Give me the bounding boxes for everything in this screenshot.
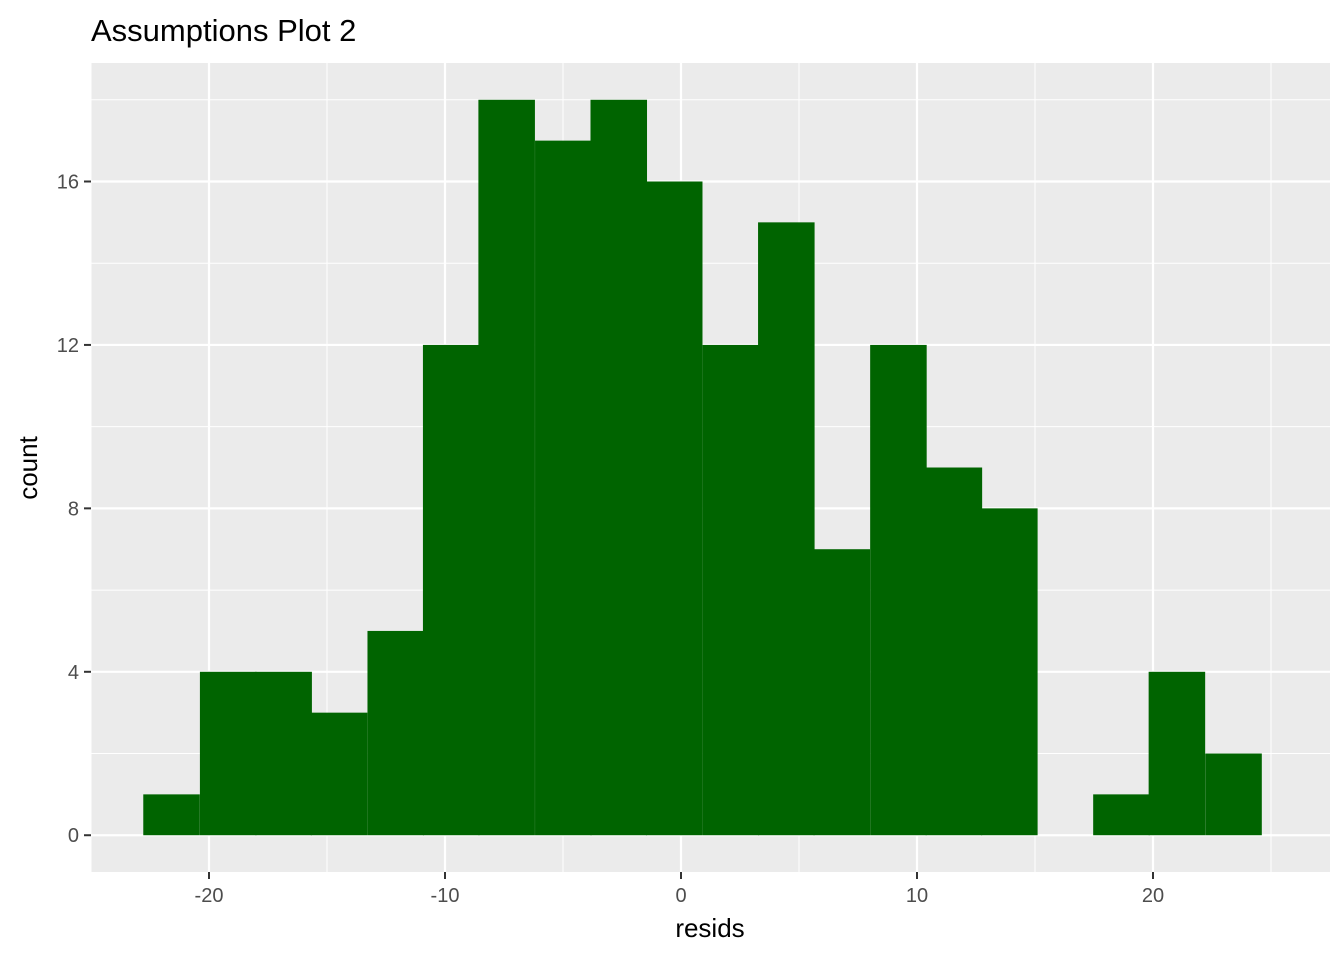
histogram-bar: [1148, 671, 1206, 836]
y-tick-label: 16: [57, 171, 79, 193]
y-tick-label: 8: [68, 498, 79, 520]
histogram-bar: [478, 99, 535, 836]
histogram-bar: [1093, 794, 1150, 836]
histogram-bar: [310, 712, 368, 836]
y-tick-label: 0: [68, 825, 79, 847]
histogram-bar: [981, 508, 1038, 836]
histogram-bar: [870, 344, 927, 836]
y-axis-title: count: [13, 435, 43, 499]
histogram-bar: [255, 671, 312, 836]
y-tick-label: 12: [57, 335, 79, 357]
histogram-bar: [813, 549, 871, 836]
histogram-bar: [645, 181, 703, 836]
histogram-bar: [1205, 753, 1262, 836]
histogram-bar: [422, 344, 480, 836]
histogram-bar: [535, 140, 592, 836]
histogram-bar: [702, 344, 760, 836]
histogram-bar: [925, 467, 983, 836]
x-tick-label: 10: [906, 885, 928, 907]
histogram-bar: [758, 222, 815, 836]
histogram-bar: [590, 99, 648, 836]
histogram-bar: [199, 671, 257, 836]
y-axis: 0 4 8 12 16: [57, 171, 91, 847]
x-tick-label: 0: [675, 885, 686, 907]
x-tick-label: -10: [431, 885, 460, 907]
y-tick-label: 4: [68, 662, 79, 684]
histogram-bar: [143, 794, 200, 836]
x-tick-label: -20: [195, 885, 224, 907]
x-axis-title: resids: [675, 913, 744, 943]
x-axis: -20 -10 0 10 20: [195, 872, 1164, 907]
histogram-bars: [143, 99, 1262, 836]
histogram-bar: [367, 630, 425, 836]
chart-title: Assumptions Plot 2: [91, 13, 356, 48]
x-tick-label: 20: [1142, 885, 1164, 907]
